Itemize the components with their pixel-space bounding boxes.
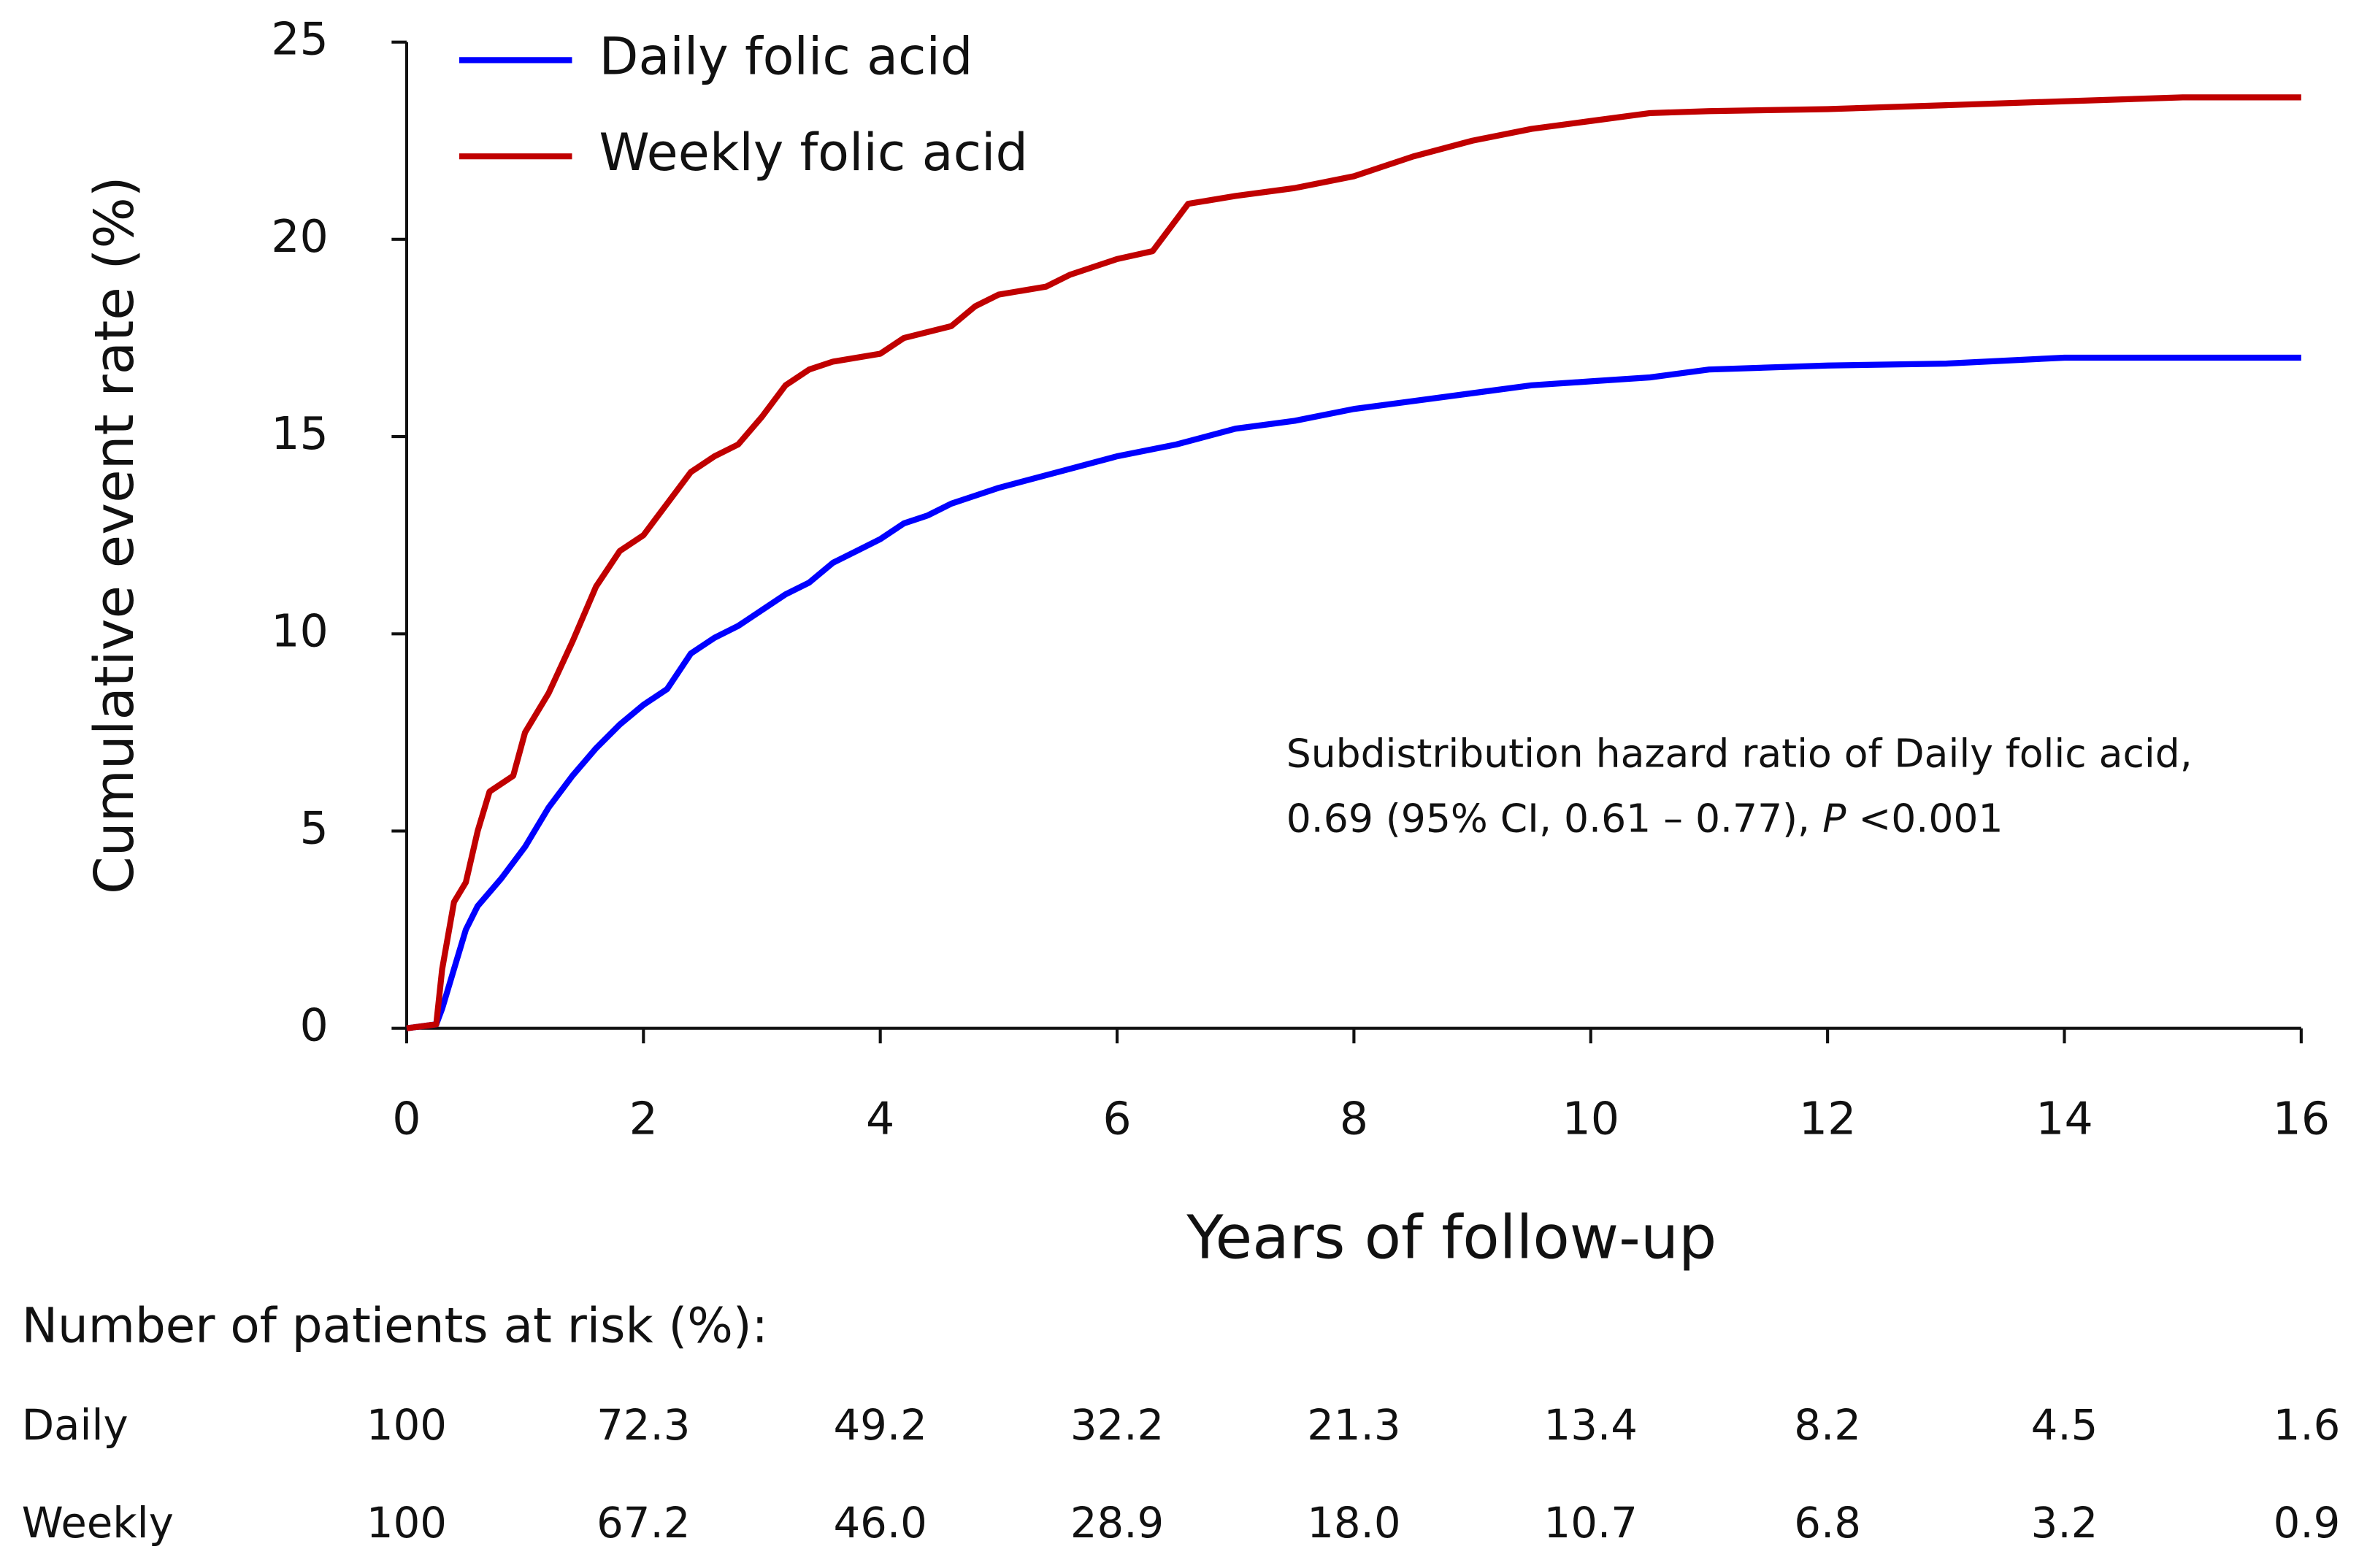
risk-value: 4.5 [2031,1400,2098,1450]
y-tick-label: 20 [271,210,329,263]
risk-value: 0.9 [2274,1498,2341,1548]
y-tick-label: 10 [271,604,329,657]
risk-value: 32.2 [1070,1400,1164,1450]
risk-value: 49.2 [833,1400,927,1450]
annotation-part: 0.69 (95% CI, 0.61 – 0.77), [1286,795,1822,841]
risk-value: 18.0 [1307,1498,1400,1548]
line-series [406,354,2301,1031]
x-axis-label: Years of follow-up [1186,1204,1716,1273]
x-tick-label: 4 [866,1092,894,1145]
risk-row-label: Daily [22,1400,129,1450]
risk-value: 1.6 [2274,1400,2341,1450]
risk-value: 46.0 [833,1498,927,1548]
y-tick-label: 15 [271,407,329,460]
risk-value: 100 [367,1498,447,1548]
x-tick-label: 10 [1562,1092,1619,1145]
risk-table-title: Number of patients at risk (%): [22,1298,768,1354]
risk-value: 28.9 [1070,1498,1164,1548]
annotation: 0.69 (95% CI, 0.61 – 0.77), P <0.001 [1286,795,2003,841]
risk-value: 72.3 [597,1400,690,1450]
legend-label: Weekly folic acid [599,123,1028,182]
risk-value: 10.7 [1544,1498,1638,1548]
x-tick-label: 8 [1340,1092,1368,1145]
x-tick-label: 12 [1799,1092,1857,1145]
risk-value: 21.3 [1307,1400,1400,1450]
y-tick-label: 5 [300,802,329,855]
risk-value: 67.2 [597,1498,690,1548]
risk-value: 100 [367,1400,447,1450]
y-axis-label: Cumulative event rate (%) [83,176,146,894]
x-tick-label: 0 [392,1092,421,1145]
legend-label: Daily folic acid [599,26,973,86]
risk-value: 8.2 [1794,1400,1861,1450]
y-tick-label: 0 [300,999,329,1052]
annotation: Subdistribution hazard ratio of Daily fo… [1286,731,2193,777]
risk-value: 13.4 [1544,1400,1638,1450]
x-tick-label: 16 [2273,1092,2331,1145]
y-tick-label: 25 [271,13,329,66]
line-series [406,94,2301,1031]
x-tick-label: 14 [2036,1092,2093,1145]
risk-value: 6.8 [1794,1498,1861,1548]
risk-row-label: Weekly [22,1498,174,1548]
x-tick-label: 6 [1102,1092,1131,1145]
annotation-part: P [1822,795,1846,841]
risk-value: 3.2 [2031,1498,2098,1548]
annotation-part: <0.001 [1846,795,2003,841]
x-tick-label: 2 [629,1092,658,1145]
